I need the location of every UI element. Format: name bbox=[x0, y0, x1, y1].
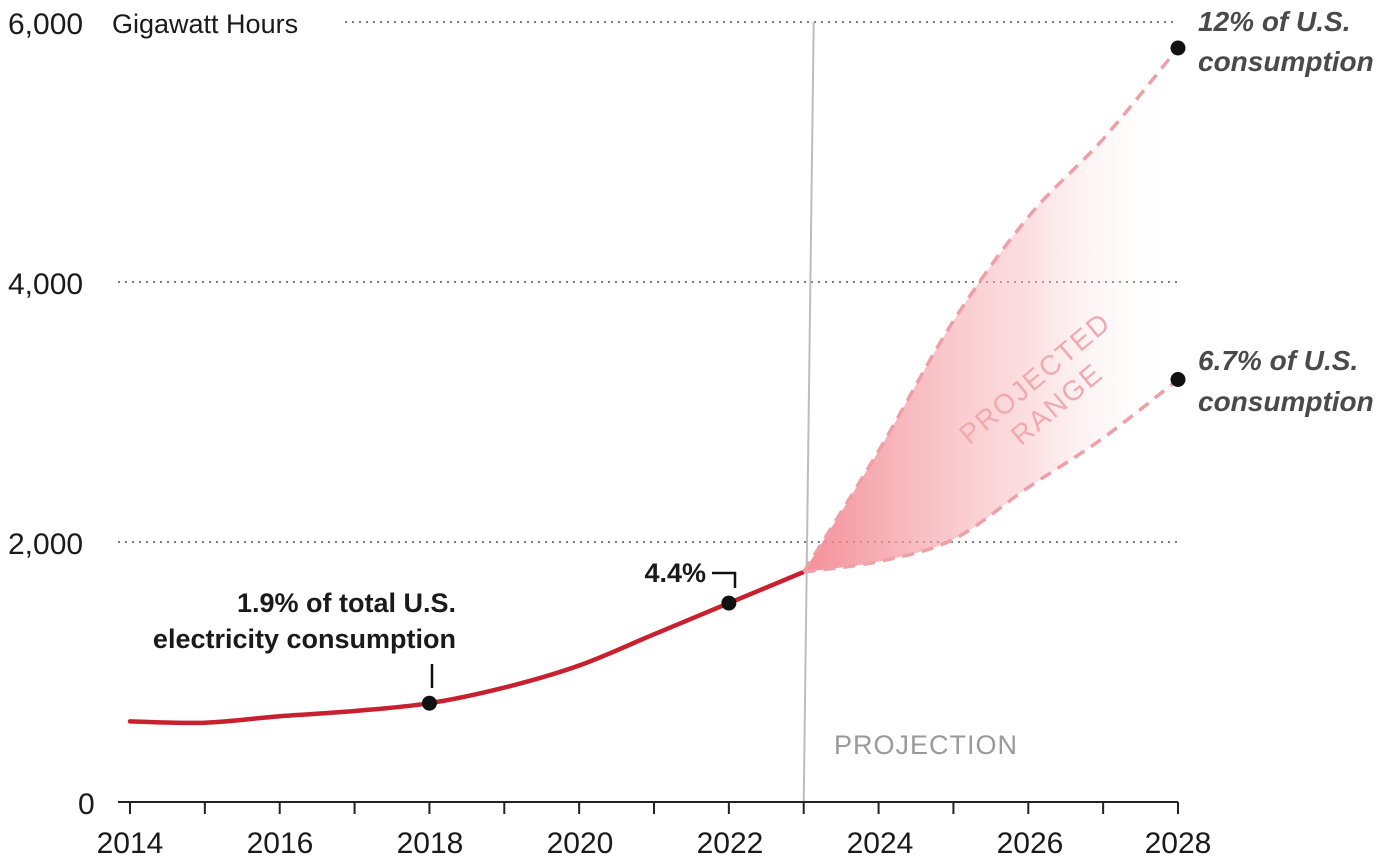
x-tick-label: 2014 bbox=[97, 827, 164, 860]
y-tick-label: 0 bbox=[78, 788, 95, 821]
projected-range-fill bbox=[803, 48, 1178, 572]
series-line-projection-high bbox=[802, 46, 1180, 573]
x-tick-label: 2026 bbox=[997, 827, 1064, 860]
annotation-low: 6.7% of U.S. bbox=[1198, 345, 1358, 376]
annotation-low: consumption bbox=[1198, 386, 1374, 417]
x-tick-label: 2018 bbox=[397, 827, 464, 860]
y-tick-label: 4,000 bbox=[8, 268, 83, 301]
annotation-high: consumption bbox=[1198, 46, 1374, 77]
y-tick-label: 6,000 bbox=[8, 8, 83, 41]
x-tick-label: 2020 bbox=[547, 827, 614, 860]
unit-label: Gigawatt Hours bbox=[112, 9, 298, 39]
annotation-leader bbox=[712, 571, 737, 588]
projection-divider-line bbox=[802, 21, 815, 803]
annotation-2018: electricity consumption bbox=[153, 624, 456, 654]
annotation-2022: 4.4% bbox=[644, 558, 706, 588]
data-point bbox=[421, 695, 437, 711]
data-points bbox=[421, 40, 1186, 711]
x-tick-label: 2016 bbox=[247, 827, 314, 860]
y-tick-label: 2,000 bbox=[8, 528, 83, 561]
x-tick-label: 2028 bbox=[1145, 827, 1212, 860]
data-point bbox=[1170, 40, 1186, 56]
series-line-actual bbox=[127, 569, 806, 726]
annotation-2018: 1.9% of total U.S. bbox=[237, 588, 456, 618]
x-tick-label: 2022 bbox=[697, 827, 764, 860]
x-axis bbox=[118, 801, 1179, 814]
projection-label: PROJECTION bbox=[834, 730, 1018, 760]
series-lines bbox=[127, 46, 1180, 726]
series-line-projection-low bbox=[803, 378, 1180, 574]
x-tick-label: 2024 bbox=[847, 827, 914, 860]
data-point bbox=[721, 595, 737, 611]
annotation-high: 12% of U.S. bbox=[1198, 6, 1350, 37]
projection-divider bbox=[802, 21, 815, 803]
projected-range-area bbox=[803, 48, 1178, 572]
data-point bbox=[1170, 372, 1186, 387]
